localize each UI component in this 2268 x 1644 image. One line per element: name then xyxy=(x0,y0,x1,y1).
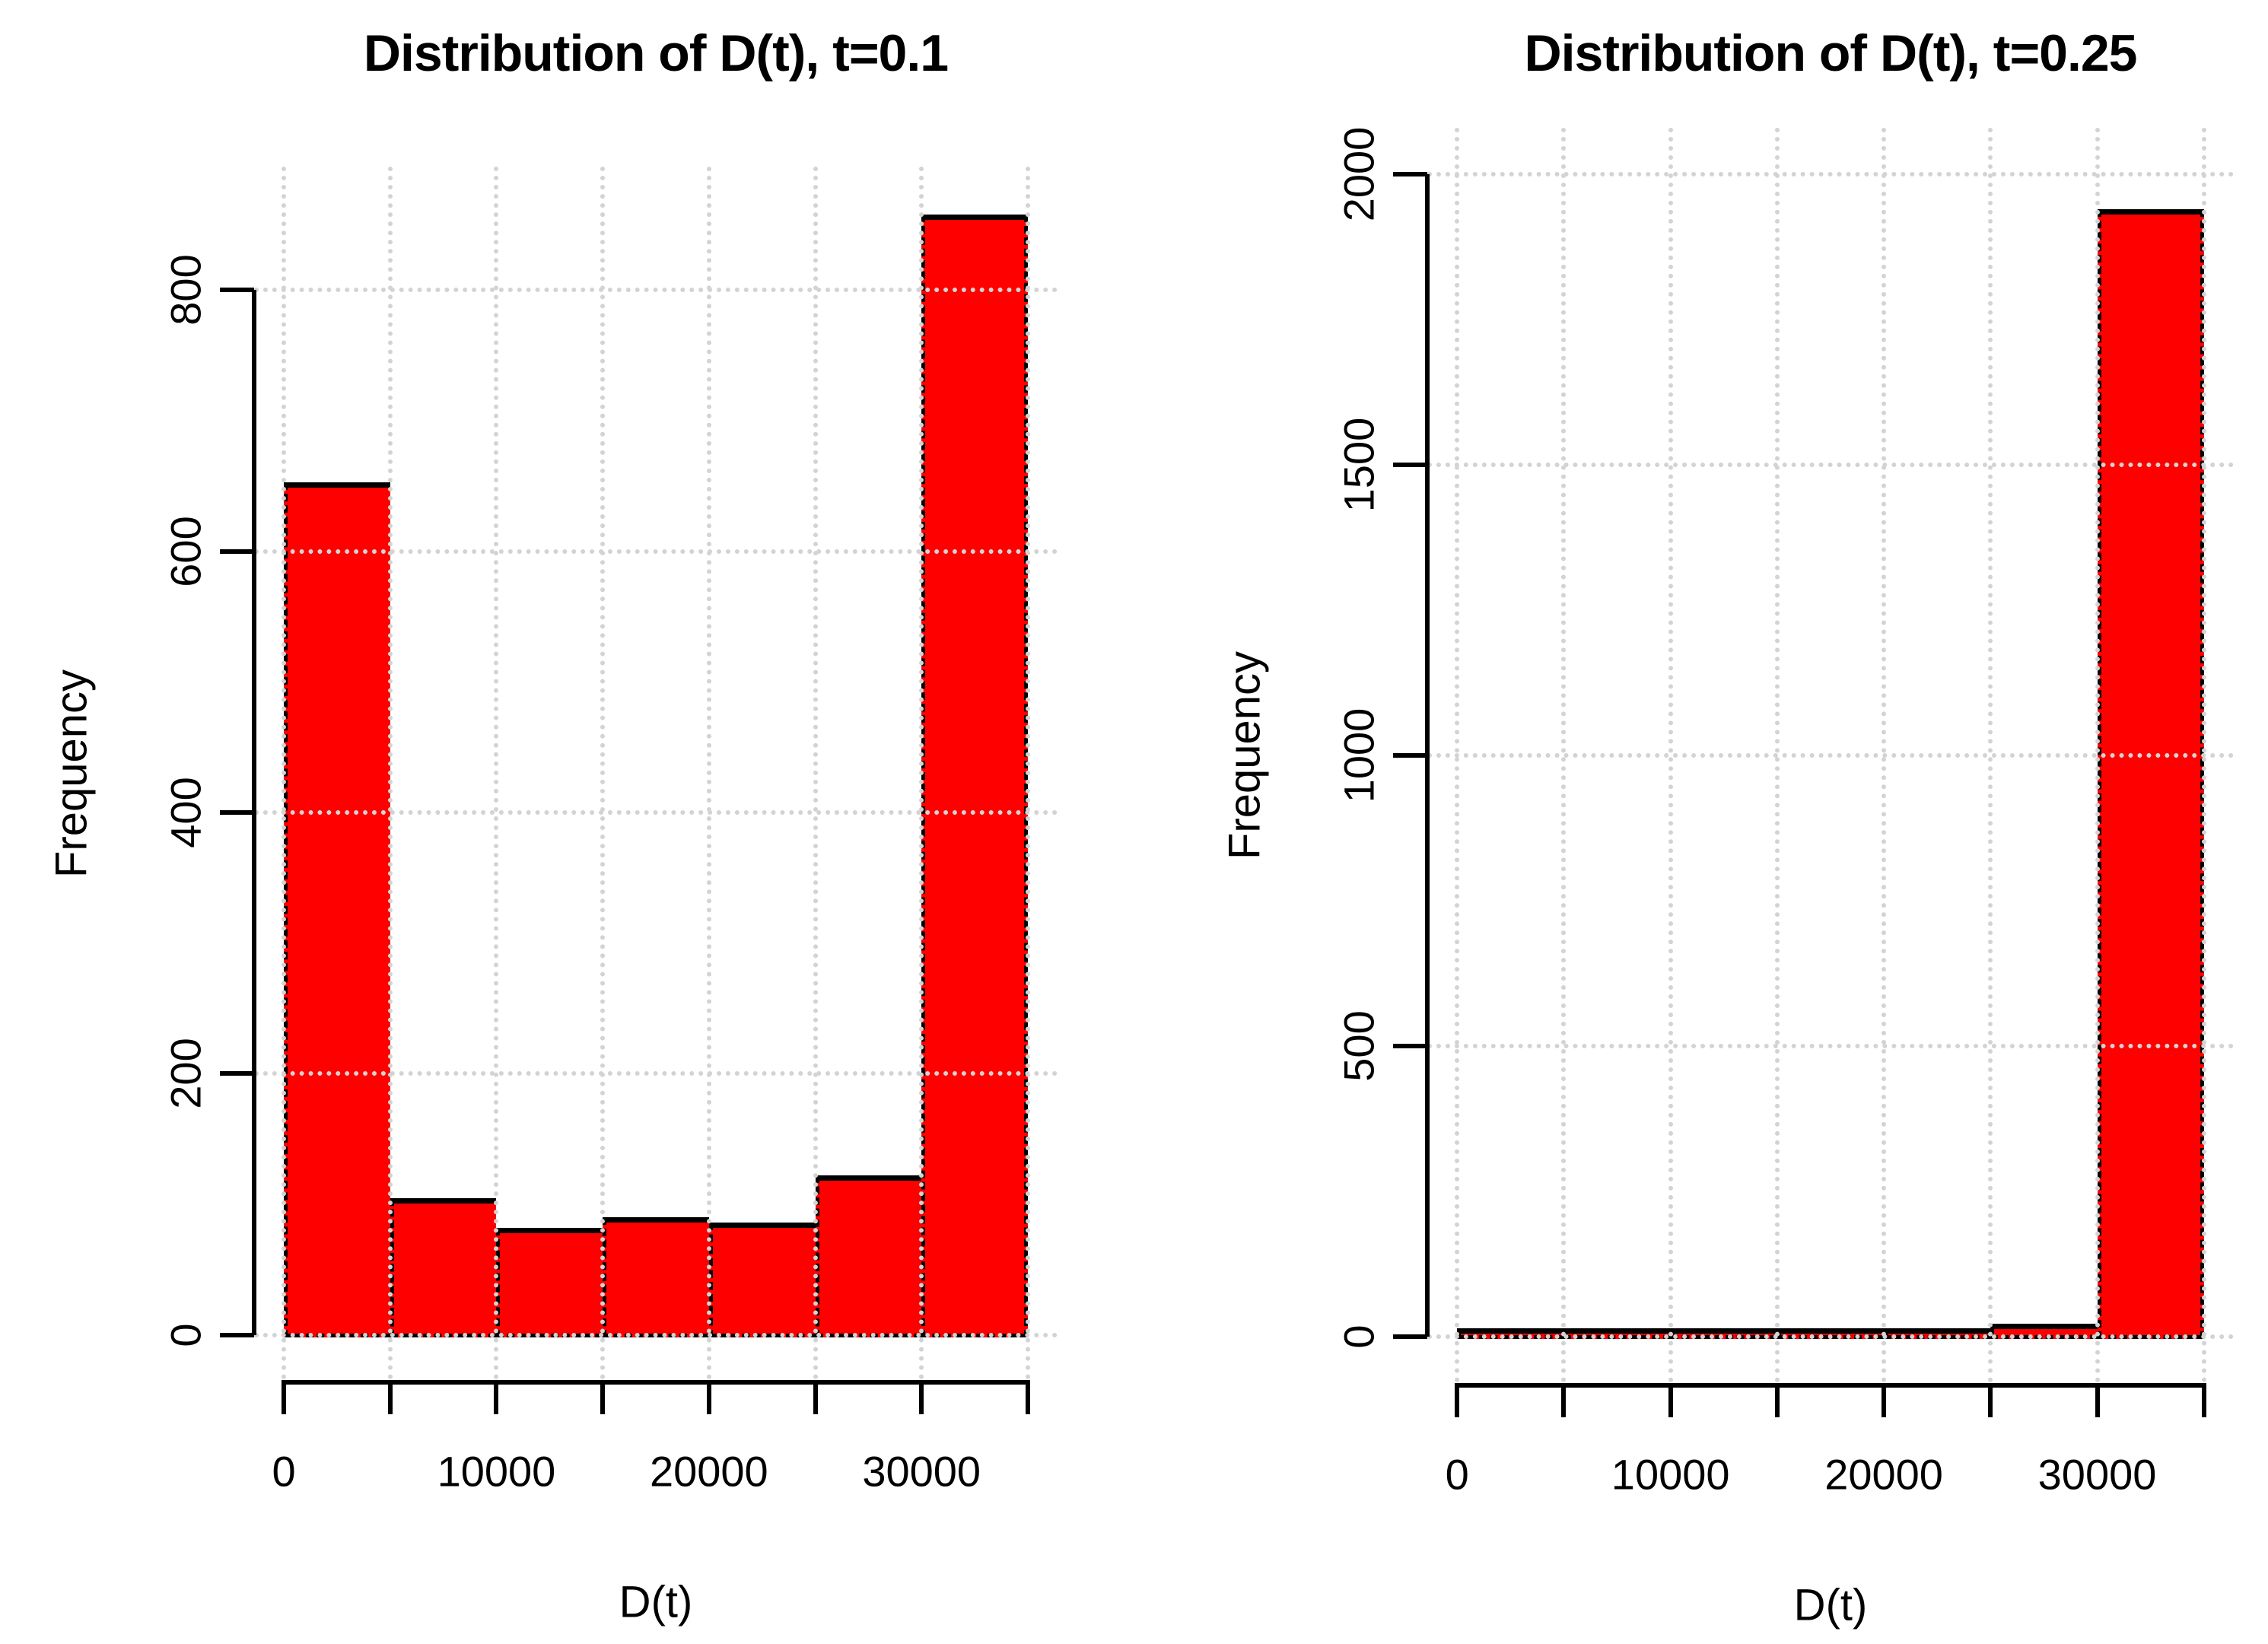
vertical-gridline xyxy=(1774,128,1780,1383)
y-axis-tick xyxy=(1393,1334,1427,1339)
x-axis-title-t025: D(t) xyxy=(1793,1580,1868,1630)
x-axis-tick xyxy=(600,1380,606,1414)
x-axis-line xyxy=(282,1380,1030,1385)
x-axis-tick xyxy=(1774,1383,1780,1417)
y-tick-label: 2000 xyxy=(1334,126,1383,222)
histogram-bar xyxy=(1457,1328,1564,1339)
x-axis-tick xyxy=(1668,1383,1673,1417)
x-tick-label: 30000 xyxy=(862,1447,981,1496)
y-axis-tick xyxy=(1393,172,1427,177)
y-axis-tick xyxy=(220,1332,254,1337)
y-tick-label: 0 xyxy=(1334,1324,1383,1349)
x-axis-tick xyxy=(1882,1383,1887,1417)
y-tick-label: 1500 xyxy=(1334,417,1383,513)
vertical-gridline xyxy=(1988,128,1993,1383)
y-axis-tick xyxy=(1393,1043,1427,1048)
x-axis-tick xyxy=(813,1380,818,1414)
y-axis-tick xyxy=(220,288,254,293)
histogram-bar xyxy=(603,1217,709,1337)
vertical-gridline xyxy=(1561,128,1567,1383)
x-axis-tick xyxy=(1988,1383,1993,1417)
histogram-bar xyxy=(708,1223,816,1337)
x-axis-tick xyxy=(1561,1383,1567,1417)
x-tick-label: 20000 xyxy=(1824,1450,1943,1499)
vertical-gridline xyxy=(1882,128,1887,1383)
x-axis-tick xyxy=(706,1380,711,1414)
histogram-bar xyxy=(815,1175,922,1337)
x-tick-label: 0 xyxy=(272,1447,296,1496)
x-axis-tick xyxy=(387,1380,393,1414)
histogram-bar xyxy=(1990,1324,2098,1339)
x-axis-tick xyxy=(2201,1383,2206,1417)
y-axis-tick xyxy=(220,1071,254,1076)
x-axis-line xyxy=(1455,1383,2206,1388)
x-tick-label: 10000 xyxy=(1611,1450,1730,1499)
x-tick-label: 10000 xyxy=(437,1447,556,1496)
y-axis-tick xyxy=(1393,463,1427,468)
horizontal-gridline xyxy=(1427,172,2234,177)
histogram-bar xyxy=(2097,208,2204,1339)
chart-title-t025: Distribution of D(t), t=0.25 xyxy=(1524,24,2138,82)
x-axis-tick xyxy=(1025,1380,1030,1414)
y-axis-tick xyxy=(1393,753,1427,758)
x-axis-tick xyxy=(1455,1383,1460,1417)
x-axis-title-t01: D(t) xyxy=(619,1577,693,1627)
x-tick-label: 30000 xyxy=(2037,1450,2157,1499)
histogram-bar xyxy=(1884,1328,1991,1339)
histogram-bar xyxy=(1670,1328,1777,1339)
y-tick-label: 500 xyxy=(1334,1010,1383,1082)
x-tick-label: 20000 xyxy=(649,1447,768,1496)
x-axis-tick xyxy=(2095,1383,2100,1417)
x-axis-tick xyxy=(282,1380,287,1414)
y-axis-tick xyxy=(220,549,254,554)
vertical-gridline xyxy=(1668,128,1673,1383)
vertical-gridline xyxy=(1455,128,1460,1383)
histogram-bar xyxy=(921,214,1028,1337)
x-tick-label: 0 xyxy=(1445,1450,1469,1499)
histogram-bar xyxy=(390,1197,497,1337)
histogram-bar xyxy=(496,1228,603,1337)
histogram-bar xyxy=(1563,1328,1671,1339)
chart-title-t01: Distribution of D(t), t=0.1 xyxy=(363,24,949,82)
x-axis-tick xyxy=(919,1380,924,1414)
x-axis-tick xyxy=(494,1380,499,1414)
y-axis-tick xyxy=(220,810,254,816)
histogram-bar xyxy=(1777,1328,1885,1339)
histogram-bar xyxy=(284,482,390,1337)
y-tick-label: 1000 xyxy=(1334,708,1383,803)
